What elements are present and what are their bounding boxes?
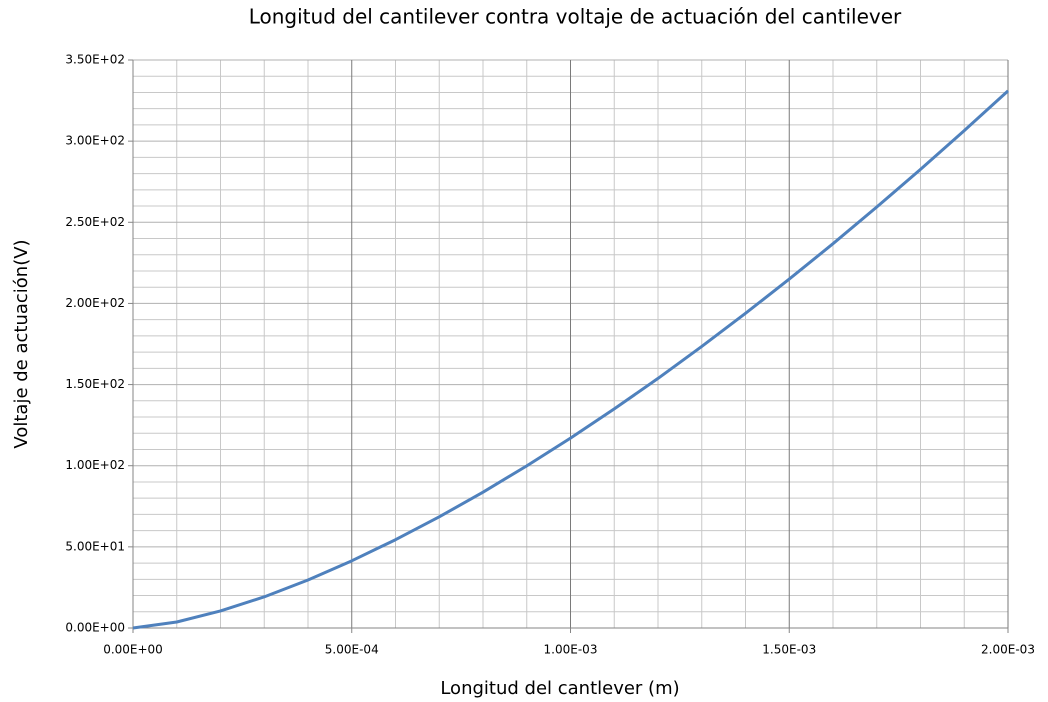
x-tick-label: 1.50E-03 xyxy=(762,643,816,657)
y-tick-label: 2.00E+02 xyxy=(65,296,125,310)
y-tick-label: 2.50E+02 xyxy=(65,215,125,229)
y-tick-label: 3.00E+02 xyxy=(65,134,125,148)
x-tick-label: 5.00E-04 xyxy=(325,643,379,657)
y-tick-label: 3.50E+02 xyxy=(65,53,125,67)
y-axis-label: Voltaje de actuación(V) xyxy=(11,239,32,448)
x-tick-label: 2.00E-03 xyxy=(981,643,1035,657)
y-tick-label: 0.00E+00 xyxy=(65,621,125,635)
y-tick-label: 5.00E+01 xyxy=(65,539,125,553)
x-axis-label: Longitud del cantlever (m) xyxy=(440,678,679,699)
y-tick-label: 1.00E+02 xyxy=(65,458,125,472)
x-tick-label: 1.00E-03 xyxy=(544,643,598,657)
x-tick-label: 0.00E+00 xyxy=(103,643,163,657)
chart-title: Longitud del cantilever contra voltaje d… xyxy=(249,5,902,29)
data-line xyxy=(132,89,1010,630)
y-tick-label: 1.50E+02 xyxy=(65,377,125,391)
